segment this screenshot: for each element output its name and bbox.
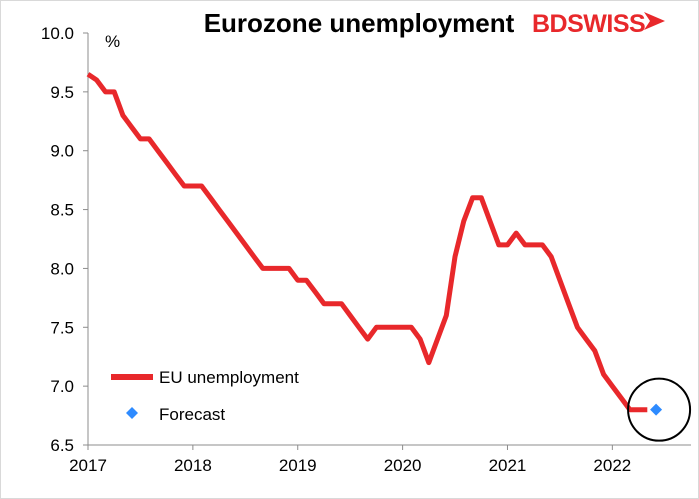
y-tick-label: 10.0 — [41, 24, 74, 43]
legend-diamond-icon — [126, 407, 138, 419]
forecast-highlight-circle — [627, 377, 692, 442]
svg-text:BDSWISS: BDSWISS — [532, 10, 645, 38]
y-unit-label: % — [105, 32, 120, 51]
x-tick-label: 2021 — [489, 456, 527, 475]
y-tick-label: 7.0 — [50, 377, 74, 396]
y-tick-label: 8.5 — [50, 201, 74, 220]
x-tick-label: 2020 — [384, 456, 422, 475]
logo-text-swiss: SWISS — [567, 10, 645, 38]
y-tick-label: 9.5 — [50, 83, 74, 102]
legend-label-eu-unemployment: EU unemployment — [159, 368, 299, 387]
x-tick-label: 2022 — [593, 456, 631, 475]
y-tick-label: 6.5 — [50, 436, 74, 455]
x-axis-ticks: 2017 2018 2019 2020 2021 2022 — [69, 445, 631, 475]
x-tick-label: 2018 — [174, 456, 212, 475]
bdswiss-logo: BDSWISS — [532, 10, 665, 38]
logo-arrow-icon — [644, 12, 665, 30]
y-tick-label: 9.0 — [50, 142, 74, 161]
logo-text-bd: BD — [532, 10, 567, 38]
chart-title: Eurozone unemployment — [204, 8, 515, 38]
forecast-point — [650, 403, 663, 416]
x-tick-label: 2017 — [69, 456, 107, 475]
y-tick-label: 7.5 — [50, 318, 74, 337]
y-tick-label: 8.0 — [50, 259, 74, 278]
legend: EU unemployment Forecast — [111, 368, 299, 424]
legend-label-forecast: Forecast — [159, 405, 225, 424]
y-axis-ticks: 6.5 7.0 7.5 8.0 8.5 9.0 9.5 10.0 — [41, 24, 88, 455]
series-line-eu-unemployment — [86, 72, 648, 413]
x-tick-label: 2019 — [279, 456, 317, 475]
